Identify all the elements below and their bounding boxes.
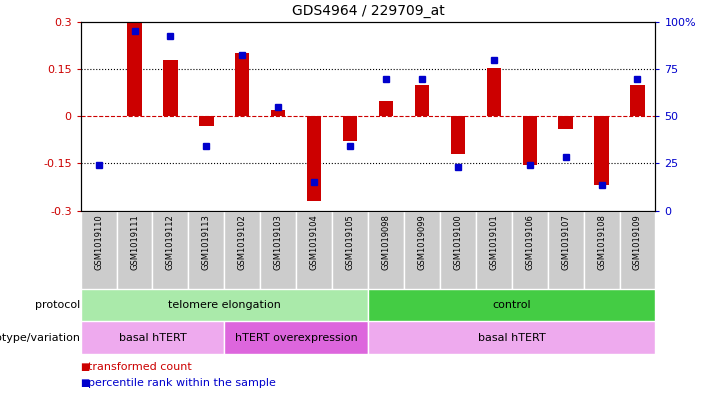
- Text: GSM1019107: GSM1019107: [561, 214, 570, 270]
- Text: GSM1019113: GSM1019113: [202, 214, 211, 270]
- Text: percentile rank within the sample: percentile rank within the sample: [81, 378, 275, 388]
- Bar: [128, 22, 142, 116]
- Bar: [260, 211, 297, 289]
- Text: basal hTERT: basal hTERT: [478, 332, 545, 343]
- Text: telomere elongation: telomere elongation: [168, 300, 281, 310]
- Text: GSM1019104: GSM1019104: [310, 214, 319, 270]
- Bar: [81, 321, 224, 354]
- Bar: [224, 211, 260, 289]
- Bar: [630, 85, 645, 116]
- Bar: [307, 116, 321, 201]
- Bar: [224, 321, 368, 354]
- Bar: [486, 68, 501, 116]
- Text: ■: ■: [81, 378, 90, 388]
- Bar: [297, 211, 332, 289]
- Text: basal hTERT: basal hTERT: [118, 332, 186, 343]
- Bar: [116, 211, 153, 289]
- Bar: [332, 211, 368, 289]
- Text: GSM1019110: GSM1019110: [94, 214, 103, 270]
- Text: GSM1019111: GSM1019111: [130, 214, 139, 270]
- Text: GSM1019102: GSM1019102: [238, 214, 247, 270]
- Text: control: control: [492, 300, 531, 310]
- Text: GSM1019098: GSM1019098: [381, 214, 390, 270]
- Text: genotype/variation: genotype/variation: [0, 332, 81, 343]
- Bar: [512, 211, 547, 289]
- Text: ■: ■: [81, 362, 90, 373]
- Text: GSM1019106: GSM1019106: [525, 214, 534, 270]
- Bar: [163, 60, 177, 116]
- Bar: [81, 211, 116, 289]
- Text: GSM1019108: GSM1019108: [597, 214, 606, 270]
- Bar: [522, 116, 537, 165]
- Bar: [451, 116, 465, 154]
- Text: GSM1019100: GSM1019100: [454, 214, 463, 270]
- Bar: [620, 211, 655, 289]
- Text: GSM1019101: GSM1019101: [489, 214, 498, 270]
- Bar: [81, 289, 368, 321]
- Text: GSM1019112: GSM1019112: [166, 214, 175, 270]
- Bar: [153, 211, 189, 289]
- Bar: [235, 53, 250, 116]
- Bar: [379, 101, 393, 116]
- Bar: [189, 211, 224, 289]
- Text: transformed count: transformed count: [81, 362, 191, 373]
- Text: GSM1019109: GSM1019109: [633, 214, 642, 270]
- Bar: [547, 211, 584, 289]
- Bar: [404, 211, 440, 289]
- Bar: [271, 110, 285, 116]
- Title: GDS4964 / 229709_at: GDS4964 / 229709_at: [292, 4, 444, 18]
- Bar: [559, 116, 573, 129]
- Bar: [584, 211, 620, 289]
- Bar: [440, 211, 476, 289]
- Text: GSM1019105: GSM1019105: [346, 214, 355, 270]
- Text: hTERT overexpression: hTERT overexpression: [235, 332, 358, 343]
- Bar: [594, 116, 608, 185]
- Text: GSM1019103: GSM1019103: [273, 214, 283, 270]
- Bar: [476, 211, 512, 289]
- Bar: [368, 321, 655, 354]
- Text: protocol: protocol: [35, 300, 81, 310]
- Bar: [368, 211, 404, 289]
- Text: GSM1019099: GSM1019099: [417, 214, 426, 270]
- Bar: [415, 85, 429, 116]
- Bar: [368, 289, 655, 321]
- Bar: [199, 116, 214, 126]
- Bar: [343, 116, 358, 141]
